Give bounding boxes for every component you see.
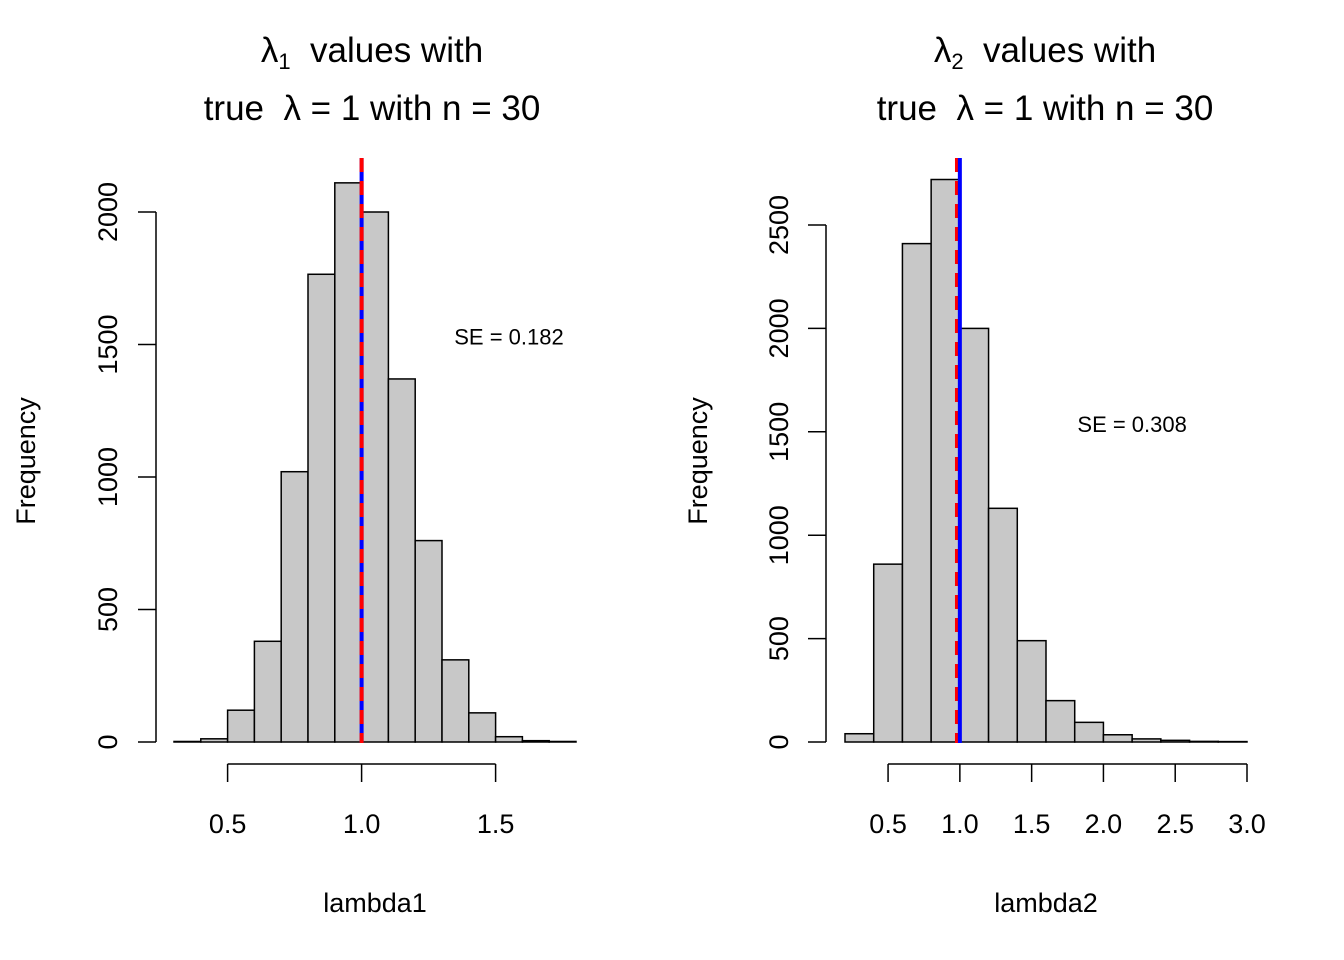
- x-tick-label: 1.5: [1013, 809, 1051, 839]
- histogram-bar: [548, 740, 577, 743]
- histogram-bar: [226, 709, 256, 743]
- y-tick-label: 2000: [93, 182, 123, 242]
- x-tick-label: 1.0: [343, 809, 381, 839]
- histogram-bar: [387, 378, 416, 743]
- y-tick-label: 500: [93, 587, 123, 632]
- chart-title-line2: true λ = 1 with n = 30: [877, 89, 1214, 128]
- histogram-bar: [200, 738, 229, 743]
- histogram-bar: [1045, 699, 1076, 743]
- histogram-bar: [959, 327, 990, 743]
- histogram-bar: [844, 732, 875, 743]
- histogram-bar: [521, 739, 550, 743]
- histogram-bar: [334, 182, 363, 743]
- chart-title-line1: λ2 values with: [934, 31, 1156, 74]
- x-axis-label: lambda1: [323, 888, 427, 918]
- histogram-bar: [280, 470, 309, 743]
- histogram-bar: [1016, 639, 1047, 743]
- histogram-bar: [414, 539, 443, 743]
- histogram-bar: [441, 659, 470, 743]
- x-tick-label: 2.0: [1085, 809, 1123, 839]
- histogram-bar: [872, 563, 904, 743]
- y-tick-label: 1500: [93, 314, 123, 374]
- panel-2: 0 500 1000 1500 2000 2500 0.5 1.0 1.5 2.0 2.5 3.0 la…: [683, 31, 1266, 918]
- histogram-bar: [901, 242, 932, 743]
- y-tick-label: 0: [764, 734, 794, 749]
- chart-title-line2: true λ = 1 with n = 30: [204, 89, 541, 128]
- y-tick-label: 500: [764, 616, 794, 661]
- y-tick-label: 0: [93, 734, 123, 749]
- y-tick-label: 1500: [764, 402, 794, 462]
- se-annotation: SE = 0.308: [1077, 412, 1186, 437]
- histogram-bar: [307, 273, 336, 743]
- histogram-bar: [1131, 738, 1162, 743]
- x-tick-label: 3.0: [1228, 809, 1266, 839]
- histogram-bar: [173, 740, 202, 743]
- histogram-bar: [1188, 740, 1220, 743]
- y-axis-label: Frequency: [11, 397, 41, 525]
- y-axis-label: Frequency: [683, 397, 713, 525]
- histogram-bar: [468, 712, 497, 743]
- histogram-bar: [1102, 734, 1133, 743]
- x-tick-label: 2.5: [1156, 809, 1194, 839]
- x-tick-label: 0.5: [209, 809, 247, 839]
- x-tick-label: 1.0: [941, 809, 979, 839]
- x-tick-label: 1.5: [477, 809, 515, 839]
- histogram-bar: [1160, 739, 1191, 743]
- histogram-bar: [987, 507, 1019, 743]
- y-tick-label: 2500: [764, 195, 794, 255]
- x-tick-label: 0.5: [869, 809, 907, 839]
- histogram-bar: [360, 211, 390, 743]
- panel-1: 0 500 1000 1500 2000 0.5 1.0 1.5 lambda1 Frequenc…: [11, 31, 577, 918]
- histogram-bar: [494, 735, 524, 743]
- y-tick-label: 2000: [764, 298, 794, 358]
- se-annotation: SE = 0.182: [454, 325, 563, 350]
- histogram-bar: [253, 640, 282, 743]
- y-tick-label: 1000: [93, 447, 123, 507]
- y-tick-label: 1000: [764, 505, 794, 565]
- chart-title-line1: λ1 values with: [261, 31, 483, 74]
- histogram-bar: [1073, 721, 1105, 743]
- x-axis-label: lambda2: [994, 888, 1098, 918]
